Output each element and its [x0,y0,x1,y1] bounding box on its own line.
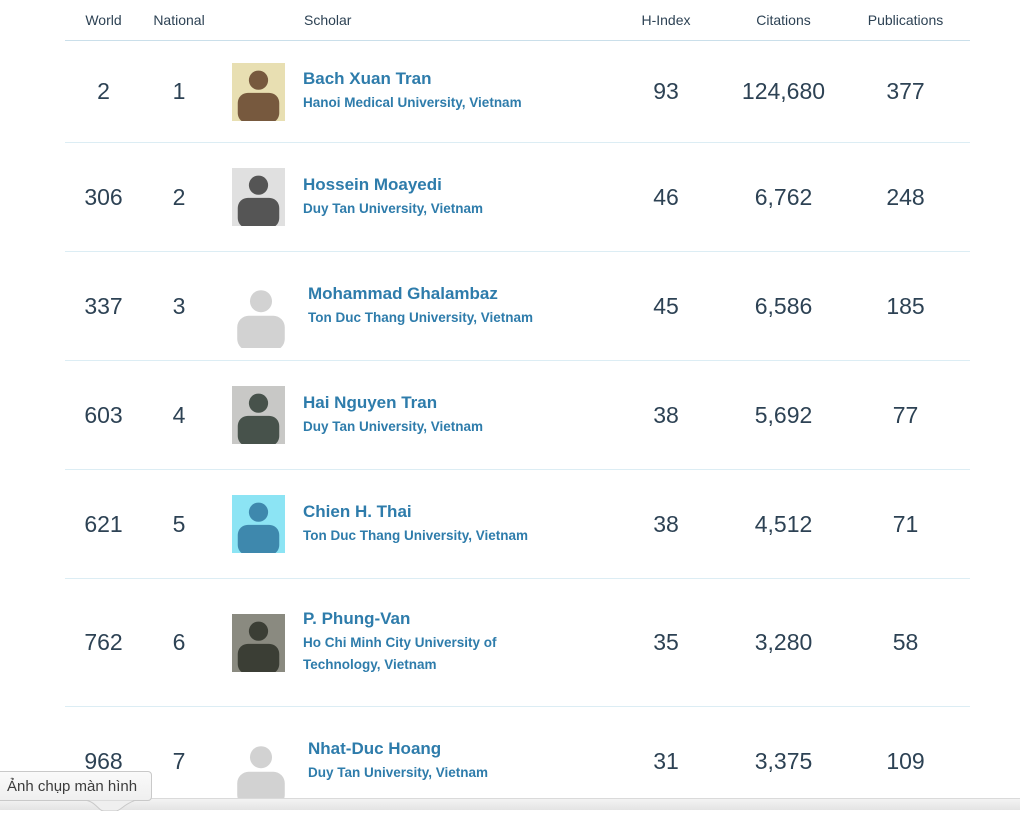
scholar-name-link[interactable]: Chien H. Thai [303,501,412,521]
scholar-name-link[interactable]: P. Phung-Van [303,609,411,629]
h-index-value: 38 [653,401,679,428]
scholar-text: Nhat-Duc Hoang Duy Tan University, Vietn… [308,739,488,784]
table-body: 2 1 Bach Xuan Tran Hanoi Medical Univers… [65,41,970,816]
column-header-national: National [153,12,205,28]
h-index-value: 31 [653,748,679,774]
h-index-value: 93 [653,78,679,104]
scholar-photo-avatar[interactable] [232,613,285,672]
scholar-affiliation: Hanoi Medical University, Vietnam [303,95,522,111]
h-index-value: 35 [653,629,679,655]
scholar-affiliation: Ho Chi Minh City University of Technolog… [303,635,497,672]
table-row: 762 6 P. Phung-Van Ho Chi Minh City Univ… [65,579,970,707]
scholar-name-link[interactable]: Hossein Moayedi [303,174,442,194]
scholar-name-link[interactable]: Hai Nguyen Tran [303,392,438,412]
citations-value: 3,375 [754,748,813,774]
scholar-text: Bach Xuan Tran Hanoi Medical University,… [303,69,522,114]
table-row: 968 7 Nhat-Duc Hoang Duy Tan University,… [65,707,970,816]
scholar-cell: Hossein Moayedi Duy Tan University, Viet… [216,168,606,226]
person-silhouette-icon [237,393,280,444]
person-silhouette-icon [237,175,280,226]
scholar-cell: Mohammad Ghalambaz Ton Duc Thang Univers… [216,264,606,348]
table-row: 2 1 Bach Xuan Tran Hanoi Medical Univers… [65,41,970,143]
h-index-value: 38 [653,510,679,537]
scholar-text: Chien H. Thai Ton Duc Thang University, … [303,502,528,547]
scholar-name-link[interactable]: Mohammad Ghalambaz [308,283,498,303]
citations-value: 4,512 [754,510,813,537]
national-rank: 4 [172,401,186,428]
publications-value: 58 [892,629,919,655]
scholar-cell: P. Phung-Van Ho Chi Minh City University… [216,609,606,675]
national-rank: 1 [172,78,186,104]
status-tooltip-tail [84,800,136,811]
scholar-cell: Nhat-Duc Hoang Duy Tan University, Vietn… [216,719,606,804]
h-index-value: 45 [653,292,679,319]
scholar-text: P. Phung-Van Ho Chi Minh City University… [303,609,497,675]
national-rank: 6 [172,629,186,655]
citations-value: 3,280 [754,629,813,655]
h-index-value: 46 [653,183,679,210]
avatar-placeholder-icon[interactable] [232,264,290,348]
column-header-publications: Publications [867,12,944,28]
world-rank: 337 [84,292,123,319]
table-row: 306 2 Hossein Moayedi Duy Tan University… [65,143,970,252]
column-header-scholar: Scholar [304,12,352,28]
world-rank: 306 [84,183,123,210]
person-silhouette-icon [237,621,280,672]
citations-value: 6,762 [754,183,813,210]
avatar-placeholder-icon[interactable] [232,719,290,804]
scholar-photo-avatar[interactable] [232,168,285,226]
scholar-text: Hai Nguyen Tran Duy Tan University, Viet… [303,393,483,438]
scholar-cell: Hai Nguyen Tran Duy Tan University, Viet… [216,386,606,444]
world-rank: 621 [84,510,123,537]
publications-value: 77 [892,401,919,428]
national-rank: 3 [172,292,186,319]
scholar-name-link[interactable]: Bach Xuan Tran [303,69,432,89]
person-silhouette-icon [237,502,280,553]
publications-value: 71 [892,510,919,537]
world-rank: 2 [97,78,110,104]
scholar-affiliation: Ton Duc Thang University, Vietnam [303,527,529,543]
citations-value: 5,692 [754,401,813,428]
status-tooltip: Ảnh chụp màn hình [0,771,153,801]
publications-value: 248 [886,183,925,210]
bottom-bar [0,798,1020,810]
table-header-row: World National Scholar H-Index Citations… [65,0,970,41]
scholar-cell: Bach Xuan Tran Hanoi Medical University,… [216,62,606,121]
person-silhouette-icon [237,70,280,121]
scholar-cell: Chien H. Thai Ton Duc Thang University, … [216,495,606,553]
table-row: 603 4 Hai Nguyen Tran Duy Tan University… [65,361,970,470]
scholar-photo-avatar[interactable] [232,386,285,444]
column-header-h-index: H-Index [641,12,691,28]
person-silhouette-icon [237,746,285,804]
scholar-name-link[interactable]: Nhat-Duc Hoang [308,739,442,759]
national-rank: 2 [172,183,186,210]
scholar-affiliation: Duy Tan University, Vietnam [303,418,484,434]
publications-value: 185 [886,292,925,319]
person-silhouette-icon [237,290,285,348]
publications-value: 377 [886,78,925,104]
scholar-photo-avatar[interactable] [232,62,285,121]
scholar-affiliation: Ton Duc Thang University, Vietnam [308,309,534,325]
scholar-affiliation: Duy Tan University, Vietnam [308,765,489,781]
scholar-photo-avatar[interactable] [232,495,285,553]
citations-value: 124,680 [741,78,826,104]
world-rank: 762 [84,629,123,655]
column-header-citations: Citations [756,12,811,28]
table-row: 621 5 Chien H. Thai Ton Duc Thang Univer… [65,470,970,579]
publications-value: 109 [886,748,925,774]
citations-value: 6,586 [754,292,813,319]
status-tooltip-label: Ảnh chụp màn hình [7,777,138,795]
world-rank: 603 [84,401,123,428]
national-rank: 7 [172,748,186,774]
world-rank: 968 [84,748,123,774]
scholar-ranking-table: World National Scholar H-Index Citations… [65,0,970,816]
scholar-affiliation: Duy Tan University, Vietnam [303,200,484,216]
column-header-world: World [85,12,122,28]
table-row: 337 3 Mohammad Ghalambaz Ton Duc Thang U… [65,252,970,361]
scholar-text: Mohammad Ghalambaz Ton Duc Thang Univers… [308,284,533,329]
national-rank: 5 [172,510,186,537]
scholar-text: Hossein Moayedi Duy Tan University, Viet… [303,175,483,220]
